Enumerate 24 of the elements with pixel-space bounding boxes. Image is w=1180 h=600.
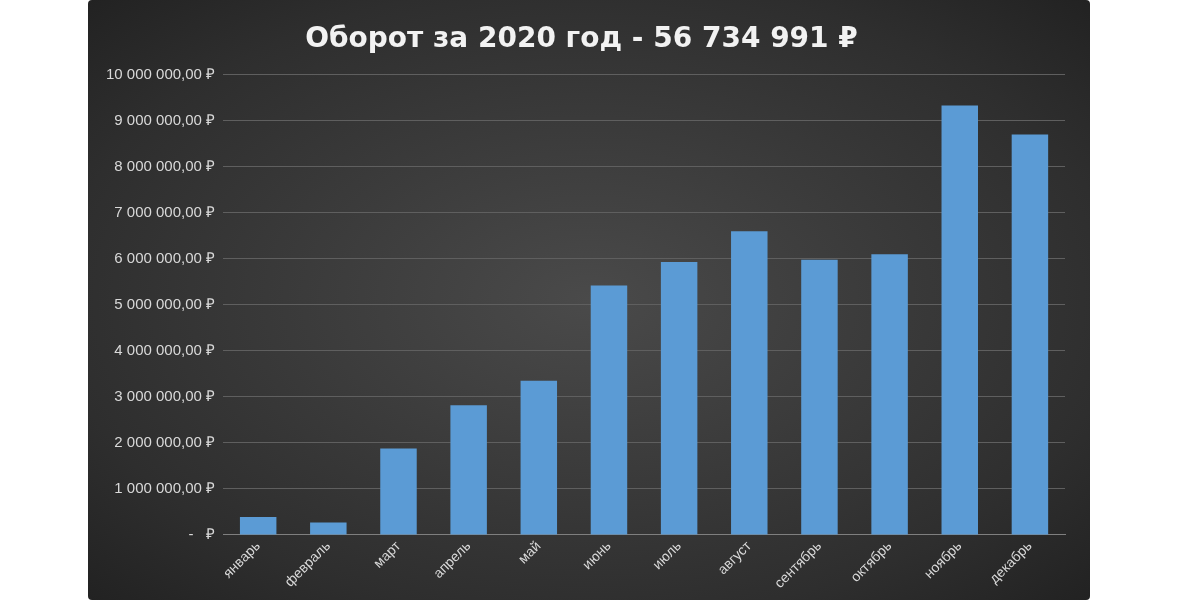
bar: [660, 261, 698, 535]
y-tick-label: 2 000 000,00 ₽: [114, 433, 216, 451]
y-tick-label: 9 000 000,00 ₽: [114, 110, 216, 128]
bar: [310, 522, 347, 535]
bar: [941, 105, 978, 535]
bar: [520, 380, 558, 535]
y-tick-label: 4 000 000,00 ₽: [114, 340, 216, 358]
bar: [871, 254, 908, 535]
bar: [450, 405, 487, 535]
y-tick-label: 10 000 000,00 ₽: [106, 64, 216, 82]
y-tick-label: - ₽: [188, 525, 216, 543]
bar: [239, 517, 277, 535]
chart-title: Оборот за 2020 год - 56 734 991 ₽: [305, 21, 858, 55]
y-tick-label: 8 000 000,00 ₽: [114, 156, 216, 174]
y-tick-label: 1 000 000,00 ₽: [114, 479, 216, 497]
bar: [1011, 134, 1049, 535]
y-tick-label: 6 000 000,00 ₽: [114, 248, 216, 266]
y-tick-label: 7 000 000,00 ₽: [114, 202, 216, 220]
bar: [731, 231, 768, 535]
bar: [380, 448, 417, 535]
y-tick-label: 3 000 000,00 ₽: [114, 387, 216, 404]
bar: [590, 285, 628, 535]
y-tick-label: 5 000 000,00 ₽: [114, 294, 216, 312]
bar: [801, 259, 838, 535]
